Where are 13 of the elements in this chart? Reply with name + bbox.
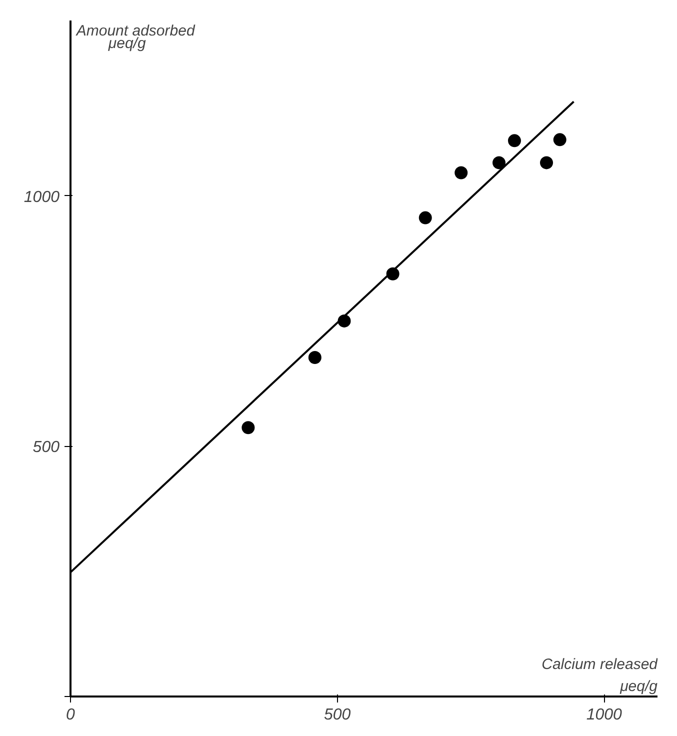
x-tick-label: 500 [324, 706, 351, 724]
x-tick-label: 1000 [586, 706, 622, 724]
point [242, 421, 255, 434]
y-axis-title: Amount adsorbed μeq/g [75, 22, 196, 52]
point [492, 156, 506, 170]
point [308, 351, 322, 364]
x-tick-label: 0 [66, 706, 76, 724]
point [418, 211, 432, 224]
point [508, 134, 521, 148]
point [454, 166, 468, 180]
point [540, 156, 554, 170]
x-axis-title: Calcium released μeq/g [542, 656, 658, 695]
point [553, 133, 566, 146]
